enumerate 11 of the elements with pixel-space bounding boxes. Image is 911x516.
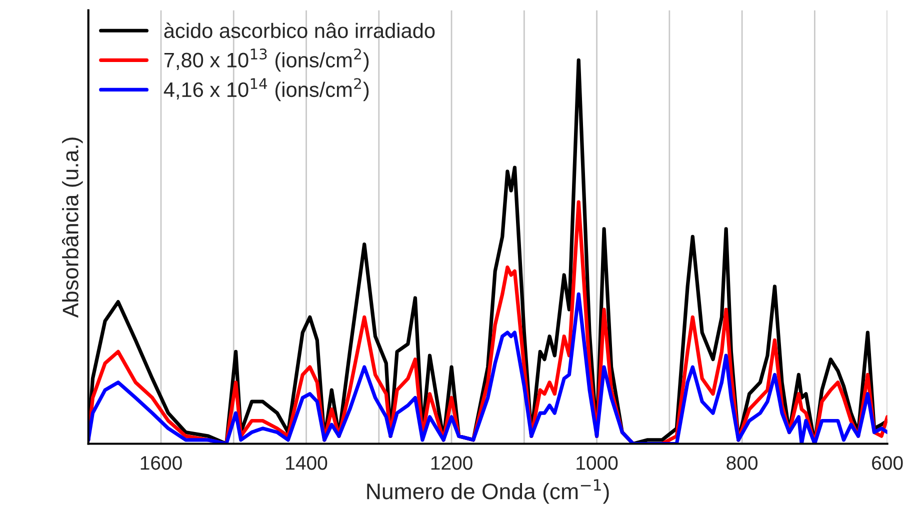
legend-label: 7,80 x 10$^{13}$ (ions/cm$^{2}$) [164,48,369,72]
x-tick-label: 1000 [576,456,618,470]
legend-label: 4,16 x 10$^{14}$ (ions/cm$^{2}$) [164,78,369,102]
legend-label: àcido ascorbico nâo irradiado [164,22,435,38]
x-tick-label: 1600 [140,456,182,470]
x-tick-label: 1200 [431,456,472,470]
x-axis-title: Numero de Onda (cm$^{−1}$) [367,479,609,504]
x-tick-label: 600 [872,456,903,470]
x-tick-label: 1400 [286,456,328,470]
y-axis-title: Absorbância (u.a.) [62,138,83,318]
x-tick-label: 800 [726,456,758,470]
